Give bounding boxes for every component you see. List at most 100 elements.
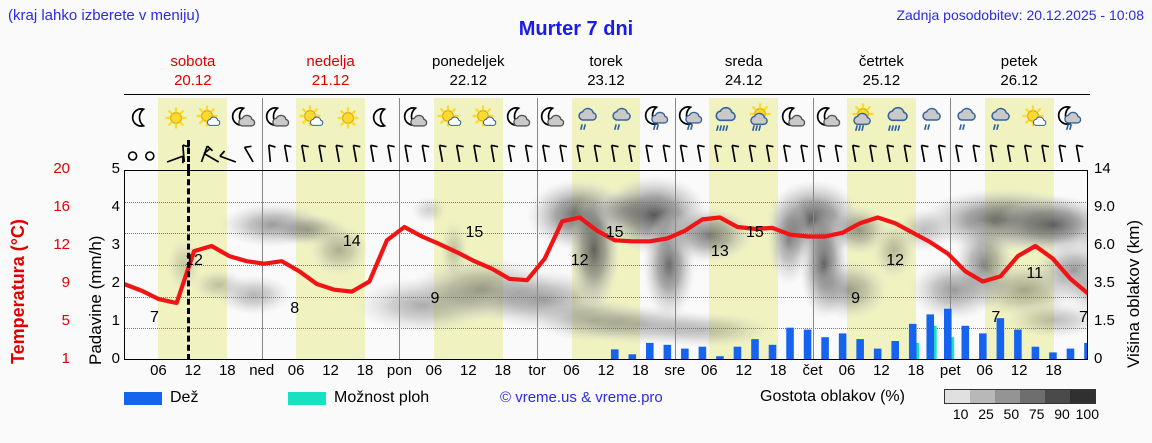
day-header-2: ponedeljek 22.12 — [399, 52, 537, 96]
moon-cloud-rain-icon — [1055, 103, 1087, 133]
time-axis-labels: 06 12 18 ned 06 12 18 pon 06 12 18 tor 06 12 18 sre 06 12… — [124, 362, 1088, 382]
temperature-point-label: 7 — [1079, 309, 1088, 326]
temperature-tick-2: 12 — [53, 236, 70, 253]
day-header-row: sobota 20.12 nedelja 21.12 ponedeljek 22.12 to… — [124, 52, 1088, 96]
precipitation-tick-1: 4 — [111, 198, 120, 215]
time-label-10: 18 — [494, 362, 512, 379]
sun-cloud-icon — [1020, 103, 1052, 133]
temperature-point-label: 9 — [430, 290, 440, 307]
cloud-rain-icon — [573, 103, 605, 133]
day-name: nedelja — [306, 53, 355, 70]
day-date: 25.12 — [862, 72, 901, 89]
time-label-19: čet — [802, 362, 823, 379]
day-separator — [950, 140, 952, 170]
forecast-plot: 7 12 8 14 9 15 12 15 13 15 9 12 7 11 7 — [124, 170, 1088, 360]
precipitation-bars — [124, 170, 1088, 360]
weather-icon-row — [124, 98, 1088, 140]
time-label-20: 06 — [838, 362, 856, 379]
time-label-4: 06 — [287, 362, 305, 379]
day-name: torek — [589, 53, 623, 70]
time-label-26: 18 — [1045, 362, 1062, 379]
temperature-point-label: 9 — [851, 290, 861, 307]
time-label-25: 12 — [1010, 362, 1028, 379]
cloud-density-step-5 — [1070, 390, 1095, 403]
cloud-height-tick-2: 6.0 — [1094, 236, 1115, 253]
day-header-rule — [124, 94, 1090, 95]
legend-label-rain: Dež — [170, 389, 199, 406]
day-separator — [399, 140, 401, 170]
current-time-marker — [187, 170, 191, 360]
sun-cloud-icon — [194, 103, 226, 133]
cloud-height-tick-4: 1.5 — [1094, 312, 1115, 329]
temperature-point-label: 12 — [570, 252, 589, 269]
temperature-point-label: 15 — [465, 223, 484, 241]
moon-cloud-icon — [538, 103, 570, 133]
sun-cloud-icon — [470, 103, 502, 133]
moon-cloud-icon — [504, 103, 536, 133]
time-label-15: sre — [664, 362, 686, 379]
day-header-4: sreda 24.12 — [675, 52, 813, 96]
day-separator — [399, 170, 401, 360]
time-label-2: 18 — [218, 362, 236, 379]
temperature-axis-title: Temperatura (°C) — [8, 219, 28, 364]
moon-cloud-icon — [263, 103, 295, 133]
moon-cloud-icon — [814, 103, 846, 133]
temperature-point-label: 15 — [605, 223, 624, 241]
wind-barb-row — [124, 140, 1088, 170]
cloud-rain-icon — [607, 103, 639, 133]
sun-cloud-rain-icon — [848, 103, 880, 133]
page-title: Murter 7 dni — [518, 18, 634, 40]
day-separator — [537, 98, 539, 140]
day-separator — [812, 170, 814, 360]
cloud-density-step-label-1: 25 — [978, 406, 994, 422]
time-label-0: 06 — [150, 362, 167, 379]
cloud-density-scale-labels: 10 25 50 75 90 100 — [936, 406, 1106, 424]
legend-item-rain: Dež — [124, 388, 198, 408]
moon-cloud-rain-icon — [676, 103, 708, 133]
moon-cloud-icon — [401, 103, 433, 133]
time-label-24: 06 — [976, 362, 994, 379]
day-date: 20.12 — [174, 72, 212, 89]
day-date: 24.12 — [724, 72, 763, 89]
sun-cloud-icon — [435, 103, 467, 133]
day-name: sreda — [724, 53, 763, 70]
showers-color-swatch — [288, 391, 326, 405]
day-date: 26.12 — [1000, 72, 1038, 89]
time-label-9: 12 — [459, 362, 477, 379]
day-date: 22.12 — [449, 72, 488, 89]
plot-border — [124, 170, 1088, 360]
precipitation-tick-3: 2 — [111, 274, 120, 291]
location-hint: (kraj lahko izberete v meniju) — [8, 7, 200, 24]
sun-cloud-rain-icon — [745, 103, 777, 133]
day-date: 21.12 — [311, 72, 350, 89]
rain-color-swatch — [124, 391, 162, 405]
temperature-tick-0: 20 — [53, 160, 70, 177]
time-label-1: 12 — [184, 362, 202, 379]
sun-icon — [160, 103, 192, 133]
cloud-density-step-1 — [970, 390, 995, 403]
day-separator — [674, 170, 676, 360]
page-header: (kraj lahko izberete v meniju) Murter 7 … — [0, 0, 1152, 40]
copyright-link[interactable]: © vreme.us & vreme.pro — [500, 389, 663, 406]
temperature-point-label: 13 — [710, 242, 729, 260]
precipitation-axis-title: Padavine (mm/h) — [86, 235, 105, 365]
day-separator — [812, 140, 814, 170]
gridline — [124, 265, 1088, 266]
cloud-height-tick-1: 9.0 — [1094, 198, 1115, 215]
temperature-tick-4: 5 — [61, 312, 70, 329]
daylight-band — [433, 140, 503, 170]
precipitation-tick-2: 3 — [111, 236, 120, 253]
time-label-8: 06 — [425, 362, 443, 379]
cloud-rain-icon — [917, 103, 949, 133]
day-header-3: torek 23.12 — [537, 52, 675, 96]
temperature-point-label: 7 — [150, 309, 159, 326]
moon-cloud-icon — [229, 103, 261, 133]
time-label-5: 12 — [322, 362, 339, 379]
gridline — [124, 296, 1088, 298]
cloud-density-step-2 — [995, 390, 1020, 403]
cloud-rain-icon — [986, 103, 1018, 133]
day-separator — [812, 98, 814, 140]
time-label-21: 12 — [873, 362, 890, 379]
day-separator — [950, 98, 952, 140]
cloud-density-step-label-0: 10 — [952, 406, 969, 422]
